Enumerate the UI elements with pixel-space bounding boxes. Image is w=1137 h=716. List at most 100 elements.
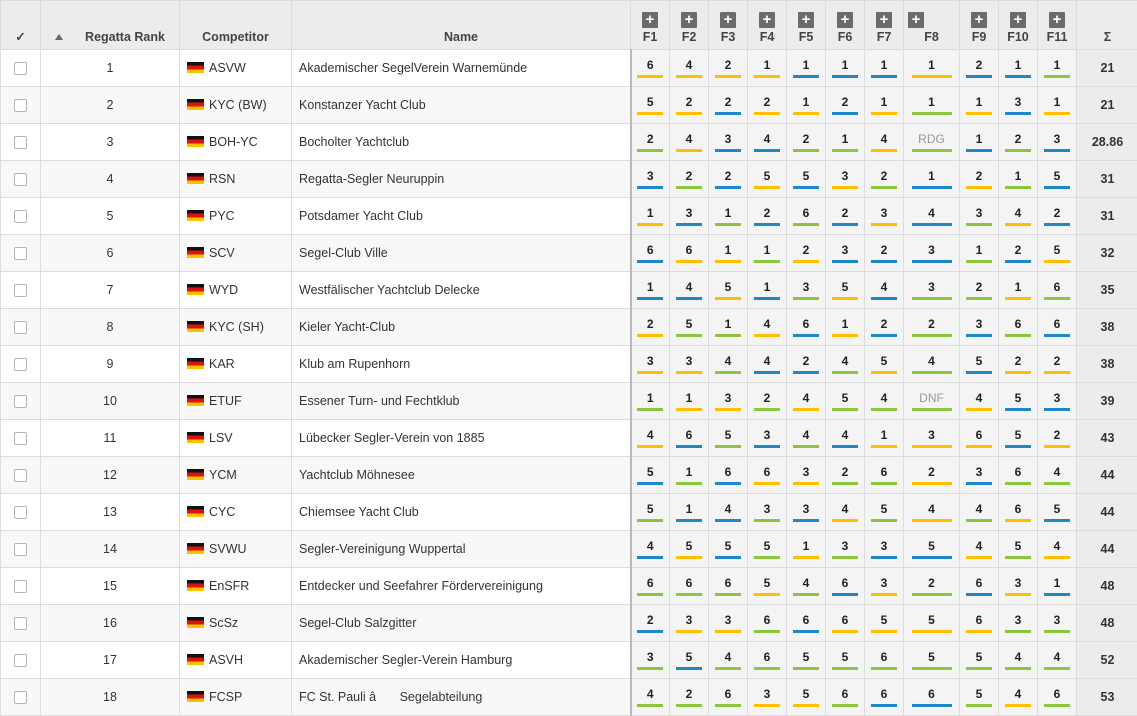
race-result-cell[interactable]: 5	[709, 420, 748, 457]
race-result-cell[interactable]: 5	[631, 494, 670, 531]
race-result-cell[interactable]: 4	[670, 50, 709, 87]
race-result-cell[interactable]: 6	[631, 568, 670, 605]
row-checkbox[interactable]	[14, 210, 27, 223]
race-result-cell[interactable]: 3	[865, 568, 904, 605]
race-result-cell[interactable]: 6	[631, 50, 670, 87]
race-result-cell[interactable]: 3	[631, 161, 670, 198]
race-result-cell[interactable]: 6	[999, 494, 1038, 531]
race-result-cell[interactable]: 3	[709, 605, 748, 642]
race-result-cell[interactable]: 6	[960, 605, 999, 642]
race-result-cell[interactable]: 5	[826, 272, 865, 309]
race-result-cell[interactable]: 2	[1038, 346, 1077, 383]
race-result-cell[interactable]: 3	[904, 235, 960, 272]
race-result-cell[interactable]: 2	[960, 161, 999, 198]
race-result-cell[interactable]: 1	[904, 161, 960, 198]
race-result-cell[interactable]: 3	[670, 346, 709, 383]
expand-plus-icon[interactable]: +	[908, 12, 924, 28]
race-result-cell[interactable]: 1	[670, 494, 709, 531]
race-result-cell[interactable]: 3	[904, 420, 960, 457]
race-result-cell[interactable]: 2	[670, 679, 709, 716]
race-result-cell[interactable]: 4	[787, 420, 826, 457]
race-result-cell[interactable]: 3	[709, 124, 748, 161]
race-result-cell[interactable]: 2	[865, 309, 904, 346]
race-result-cell[interactable]: 6	[709, 457, 748, 494]
race-result-cell[interactable]: 6	[670, 235, 709, 272]
race-result-cell[interactable]: 6	[1038, 272, 1077, 309]
expand-plus-icon[interactable]: +	[876, 12, 892, 28]
race-result-cell[interactable]: 2	[787, 235, 826, 272]
race-result-cell[interactable]: 5	[999, 383, 1038, 420]
row-checkbox[interactable]	[14, 173, 27, 186]
race-column-header-f3[interactable]: +F3	[709, 1, 748, 50]
race-result-cell[interactable]: 3	[999, 605, 1038, 642]
race-result-cell[interactable]: 6	[670, 420, 709, 457]
race-result-cell[interactable]: 3	[1038, 124, 1077, 161]
race-result-cell[interactable]: DNF	[904, 383, 960, 420]
name-column-header[interactable]: Name	[292, 1, 631, 50]
race-result-cell[interactable]: 1	[960, 87, 999, 124]
race-result-cell[interactable]: 4	[826, 420, 865, 457]
race-result-cell[interactable]: 1	[748, 272, 787, 309]
race-result-cell[interactable]: 6	[826, 605, 865, 642]
race-result-cell[interactable]: 5	[865, 494, 904, 531]
race-result-cell[interactable]: 4	[1038, 531, 1077, 568]
row-checkbox[interactable]	[14, 284, 27, 297]
row-checkbox[interactable]	[14, 62, 27, 75]
race-result-cell[interactable]: 6	[748, 457, 787, 494]
race-result-cell[interactable]: 1	[748, 50, 787, 87]
race-result-cell[interactable]: 6	[787, 605, 826, 642]
race-result-cell[interactable]: 3	[865, 198, 904, 235]
race-result-cell[interactable]: 2	[631, 605, 670, 642]
expand-plus-icon[interactable]: +	[642, 12, 658, 28]
expand-plus-icon[interactable]: +	[837, 12, 853, 28]
race-result-cell[interactable]: 5	[670, 309, 709, 346]
race-column-header-f2[interactable]: +F2	[670, 1, 709, 50]
race-result-cell[interactable]: 5	[748, 568, 787, 605]
race-result-cell[interactable]: 3	[670, 198, 709, 235]
race-result-cell[interactable]: 6	[960, 568, 999, 605]
race-result-cell[interactable]: 2	[709, 161, 748, 198]
race-result-cell[interactable]: 1	[748, 235, 787, 272]
race-column-header-f9[interactable]: +F9	[960, 1, 999, 50]
race-result-cell[interactable]: 3	[904, 272, 960, 309]
race-result-cell[interactable]: 4	[709, 642, 748, 679]
row-checkbox[interactable]	[14, 432, 27, 445]
race-result-cell[interactable]: 5	[631, 87, 670, 124]
race-result-cell[interactable]: 5	[904, 642, 960, 679]
race-result-cell[interactable]: 6	[748, 642, 787, 679]
race-result-cell[interactable]: 4	[670, 124, 709, 161]
race-result-cell[interactable]: 1	[631, 198, 670, 235]
race-result-cell[interactable]: 1	[826, 50, 865, 87]
race-result-cell[interactable]: 4	[709, 346, 748, 383]
race-result-cell[interactable]: 1	[709, 309, 748, 346]
race-result-cell[interactable]: 1	[960, 235, 999, 272]
expand-plus-icon[interactable]: +	[798, 12, 814, 28]
race-result-cell[interactable]: 4	[865, 272, 904, 309]
race-result-cell[interactable]: 5	[787, 161, 826, 198]
race-result-cell[interactable]: 3	[826, 531, 865, 568]
race-result-cell[interactable]: 6	[865, 679, 904, 716]
race-result-cell[interactable]: 4	[999, 679, 1038, 716]
race-result-cell[interactable]: 3	[999, 87, 1038, 124]
race-result-cell[interactable]: 1	[865, 420, 904, 457]
race-result-cell[interactable]: 6	[709, 679, 748, 716]
race-result-cell[interactable]: 6	[787, 198, 826, 235]
row-checkbox[interactable]	[14, 580, 27, 593]
race-result-cell[interactable]: 5	[904, 531, 960, 568]
race-result-cell[interactable]: 3	[631, 346, 670, 383]
row-checkbox[interactable]	[14, 247, 27, 260]
race-result-cell[interactable]: 5	[960, 642, 999, 679]
race-column-header-f1[interactable]: +F1	[631, 1, 670, 50]
race-result-cell[interactable]: 3	[826, 235, 865, 272]
expand-plus-icon[interactable]: +	[971, 12, 987, 28]
race-result-cell[interactable]: 5	[865, 346, 904, 383]
select-all-column-header[interactable]: ✓	[1, 1, 41, 50]
race-result-cell[interactable]: 2	[631, 309, 670, 346]
race-result-cell[interactable]: 1	[865, 87, 904, 124]
